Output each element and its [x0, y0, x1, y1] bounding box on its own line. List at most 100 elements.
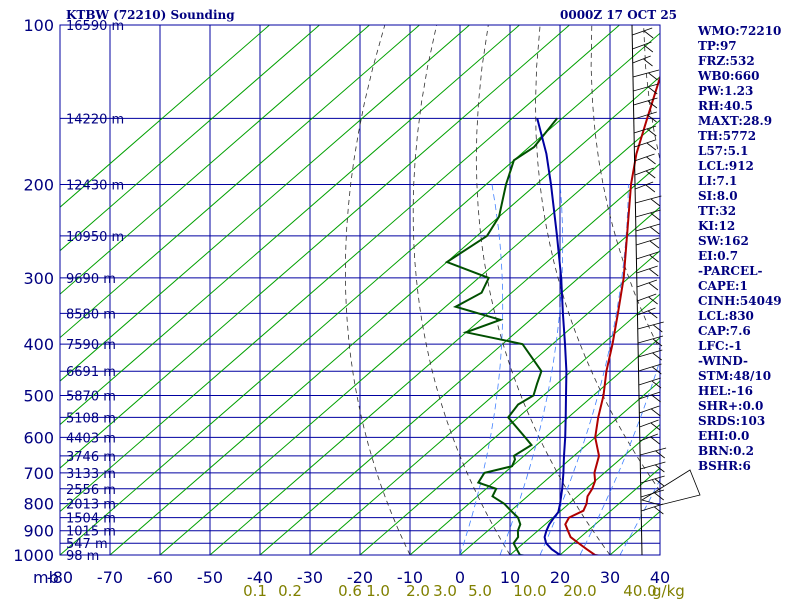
stat-line: MAXT:28.9	[698, 114, 773, 128]
stat-line: SI:8.0	[698, 189, 738, 203]
wind-barb	[636, 279, 658, 288]
isotherm	[60, 25, 320, 252]
dry-adiabat	[535, 25, 660, 492]
temp-tick-label: 0	[455, 568, 465, 587]
wind-barb-flag	[645, 170, 656, 179]
height-label: 7590 m	[66, 338, 116, 353]
wind-barb	[634, 139, 656, 148]
mixing-ratio-label: 1.0	[366, 582, 390, 600]
isotherm	[509, 423, 660, 555]
isotherm	[60, 25, 270, 208]
plot-border	[59, 24, 661, 556]
pressure-tick-label: 900	[23, 522, 54, 541]
wind-barb-flag	[647, 86, 658, 95]
temp-tick-label: -60	[147, 568, 173, 587]
stat-line: LCL:912	[698, 159, 754, 173]
mixing-ratio-label: 40.0	[623, 582, 656, 600]
wind-barb	[638, 349, 663, 358]
pressure-tick-label: 1000	[13, 546, 54, 565]
wind-barb-flag	[653, 324, 663, 333]
height-label: 1504 m	[66, 512, 116, 527]
dry-adiabat	[412, 25, 511, 555]
wind-barb	[638, 363, 662, 372]
pressure-tick-label: 800	[23, 495, 54, 514]
wind-barb-flag	[643, 30, 654, 39]
stat-line: STM:48/10	[698, 369, 772, 383]
moist-adiabat	[499, 184, 564, 555]
wind-barb	[632, 55, 651, 64]
isotherm	[159, 119, 660, 555]
wind-barb	[635, 209, 661, 218]
wind-barb-flag	[651, 408, 661, 417]
isotherm	[60, 25, 620, 513]
wind-barb	[633, 125, 657, 134]
wind-barb-flag	[654, 506, 664, 515]
height-label: 10950 m	[66, 230, 124, 245]
temp-tick-label: -70	[97, 568, 123, 587]
wind-barb-flag	[643, 44, 654, 53]
wind-barb	[633, 111, 657, 120]
wind-barb-flag	[650, 226, 660, 235]
isotherm	[109, 76, 660, 555]
stat-line: WMO:72210	[698, 24, 782, 38]
stat-line: SHR+:0.0	[698, 399, 764, 413]
pressure-tick-label: 300	[23, 269, 54, 288]
stat-line: KI:12	[698, 219, 736, 233]
wind-barb-flag	[648, 296, 658, 305]
height-label: 2556 m	[66, 483, 116, 498]
height-label: 5108 m	[66, 411, 116, 426]
y-axis-unit-label: mb	[33, 568, 59, 587]
dry-adiabat	[475, 25, 611, 555]
height-label: 8580 m	[66, 307, 116, 322]
wind-barb-flag	[652, 352, 662, 361]
wind-barb	[634, 167, 654, 176]
stat-line: -WIND-	[698, 354, 748, 368]
temp-tick-label: 30	[600, 568, 620, 587]
wind-barb	[632, 27, 653, 36]
stat-line: BSHR:6	[698, 459, 751, 473]
wind-barb	[633, 97, 658, 106]
isotherm	[459, 380, 660, 555]
isotherm	[259, 206, 660, 555]
wind-barb	[635, 223, 660, 232]
stat-line: PW:1.23	[698, 84, 754, 98]
wind-barb-flag	[645, 184, 656, 193]
isotherm	[60, 32, 660, 555]
plot-area	[60, 25, 660, 555]
wind-barb	[632, 41, 652, 50]
wind-staff	[631, 24, 643, 556]
stat-line: CINH:54049	[698, 294, 782, 308]
parcel-profile	[536, 118, 568, 555]
wind-barb	[640, 447, 667, 456]
mixing-ratio-label: 20.0	[563, 582, 596, 600]
wind-barb-flag	[647, 114, 657, 123]
dewpoint-profile	[444, 117, 558, 555]
wind-barb	[635, 195, 662, 204]
sounding-indices-panel: WMO:72210 TP:97 FRZ:532 WB0:660 PW:1.23 RH:40…	[698, 24, 782, 474]
temp-tick-label: 20	[550, 568, 570, 587]
wind-barb	[639, 433, 658, 442]
pressure-tick-label: 500	[23, 386, 54, 405]
mixing-ratio-label: 2.0	[406, 582, 430, 600]
wind-barb	[637, 307, 656, 316]
wind-barb-flag	[651, 394, 661, 403]
stat-line: -PARCEL-	[698, 264, 763, 278]
wind-barb-flag	[652, 338, 663, 347]
wind-barb-flag	[648, 282, 659, 291]
isotherm	[60, 25, 370, 295]
wind-barb	[638, 391, 661, 400]
wind-barb	[636, 237, 660, 246]
temp-tick-label: -40	[247, 568, 273, 587]
isotherm	[309, 249, 660, 555]
mixing-ratio-label: 3.0	[433, 582, 457, 600]
wind-barb-flag	[648, 310, 658, 319]
temp-tick-label: -80	[47, 568, 73, 587]
mixing-ratio-label: 0.2	[278, 582, 302, 600]
wind-barb-flag	[648, 72, 658, 81]
stat-line: HEL:-16	[698, 384, 754, 398]
pressure-tick-label: 200	[23, 176, 54, 195]
mixing-ratio-label: 0.1	[243, 582, 267, 600]
wind-barb-flag	[654, 478, 665, 487]
temp-tick-label: -50	[197, 568, 223, 587]
wind-barb	[640, 461, 666, 470]
